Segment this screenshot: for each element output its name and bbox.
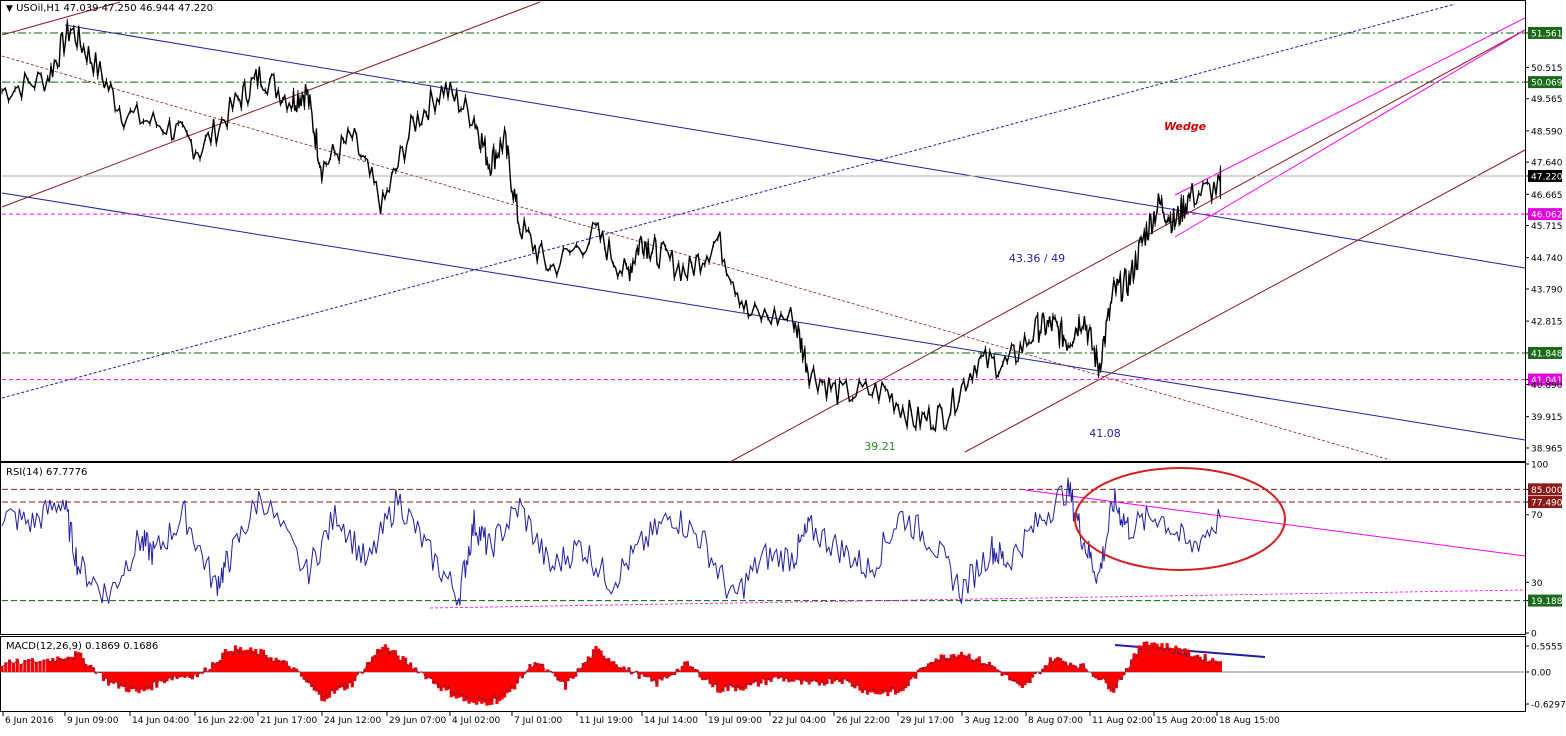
time-label: 8 Aug 07:00 — [1028, 716, 1083, 726]
time-label: 3 Aug 12:00 — [964, 716, 1019, 726]
macd-bar — [0, 666, 3, 672]
axis-label: 44.740 — [1531, 254, 1563, 264]
time-label: 4 Jul 02:00 — [452, 716, 501, 726]
axis-label: 0.00 — [1531, 669, 1551, 679]
axis-label: 50.069 — [1531, 79, 1563, 89]
time-label: 24 Jun 12:00 — [324, 716, 381, 726]
macd-bar — [35, 662, 38, 672]
regression-mid-dotted — [2, 4, 1455, 398]
axis-label: 30 — [1531, 579, 1543, 589]
axis-label: 48.590 — [1531, 127, 1563, 137]
wedge-lower-line — [1175, 30, 1525, 237]
axis-label: 100 — [1531, 461, 1548, 471]
axis-label: 45.715 — [1531, 222, 1563, 232]
axis-label: 50.515 — [1531, 64, 1563, 74]
time-label: 22 Jul 04:00 — [772, 716, 826, 726]
macd-header: MACD(12,26,9) 0.1869 0.1686 — [6, 641, 158, 652]
time-label: 7 Jul 01:00 — [514, 716, 563, 726]
time-label: 21 Jun 17:00 — [260, 716, 317, 726]
axis-label: 70 — [1531, 511, 1543, 521]
regression-upper-line — [65, 25, 1525, 268]
time-label: 14 Jul 14:00 — [644, 716, 698, 726]
price-header-text: USOil,H1 47.039 47.250 46.944 47.220 — [16, 3, 213, 14]
annotation-0: Wedge — [1164, 120, 1207, 133]
time-label: 11 Aug 02:00 — [1092, 716, 1153, 726]
rsi-trendline — [1025, 490, 1525, 556]
axis-label: 46.062 — [1531, 211, 1563, 221]
price-pane — [1, 1, 1526, 462]
macd-bar — [16, 659, 19, 672]
axis-label: 0 — [1531, 630, 1537, 640]
time-label: 15 Aug 20:00 — [1156, 716, 1217, 726]
rsi-support-dotted — [430, 590, 1525, 608]
rsi-header: RSI(14) 67.7776 — [6, 467, 87, 478]
axis-label: 19.1882 — [1531, 597, 1566, 607]
annotation-3: 41.08 — [1089, 427, 1121, 440]
price-series-line — [2, 22, 1220, 431]
axis-label: 85.0000 — [1531, 486, 1566, 496]
axis-label: 51.561 — [1531, 29, 1563, 39]
axis-label: 46.665 — [1531, 191, 1563, 201]
macd-bar — [4, 662, 7, 672]
rsi-line — [2, 478, 1220, 606]
axis-label: 38.965 — [1531, 444, 1563, 454]
time-label: 9 Jun 09:00 — [67, 716, 119, 726]
axis-label: 77.4908 — [1531, 499, 1566, 509]
time-label: 29 Jun 07:00 — [389, 716, 446, 726]
macd-bar — [12, 663, 15, 672]
annotation-2: 39.21 — [864, 440, 896, 453]
time-label: 19 Jul 09:00 — [708, 716, 762, 726]
time-label: 16 Jun 22:00 — [197, 716, 254, 726]
axis-label: -0.6297 — [1531, 701, 1566, 711]
axis-label: 47.640 — [1531, 159, 1563, 169]
axis-label: 47.220 — [1531, 172, 1563, 182]
time-label: 14 Jun 04:00 — [132, 716, 189, 726]
axis-label: 42.815 — [1531, 318, 1563, 328]
time-label: 11 Jul 19:00 — [579, 716, 633, 726]
time-label: 18 Aug 15:00 — [1219, 716, 1280, 726]
price-header: ▼ USOil,H1 47.039 47.250 46.944 47.220 — [6, 3, 213, 14]
wedge-upper-line — [1175, 18, 1525, 195]
axis-label: 41.848 — [1531, 349, 1563, 359]
macd-bar — [8, 659, 11, 672]
time-label: 26 Jul 22:00 — [836, 716, 890, 726]
divergence-ellipse — [1075, 468, 1285, 570]
annotation-1: 43.36 / 49 — [1009, 252, 1065, 265]
axis-label: 49.565 — [1531, 95, 1563, 105]
time-label: 6 Jun 2016 — [5, 716, 54, 726]
axis-label: 43.790 — [1531, 285, 1563, 295]
time-label: 29 Jul 17:00 — [900, 716, 954, 726]
axis-label: 39.915 — [1531, 413, 1563, 423]
axis-label: 0.5555 — [1531, 643, 1563, 653]
axis-label: 40.890 — [1531, 381, 1563, 391]
